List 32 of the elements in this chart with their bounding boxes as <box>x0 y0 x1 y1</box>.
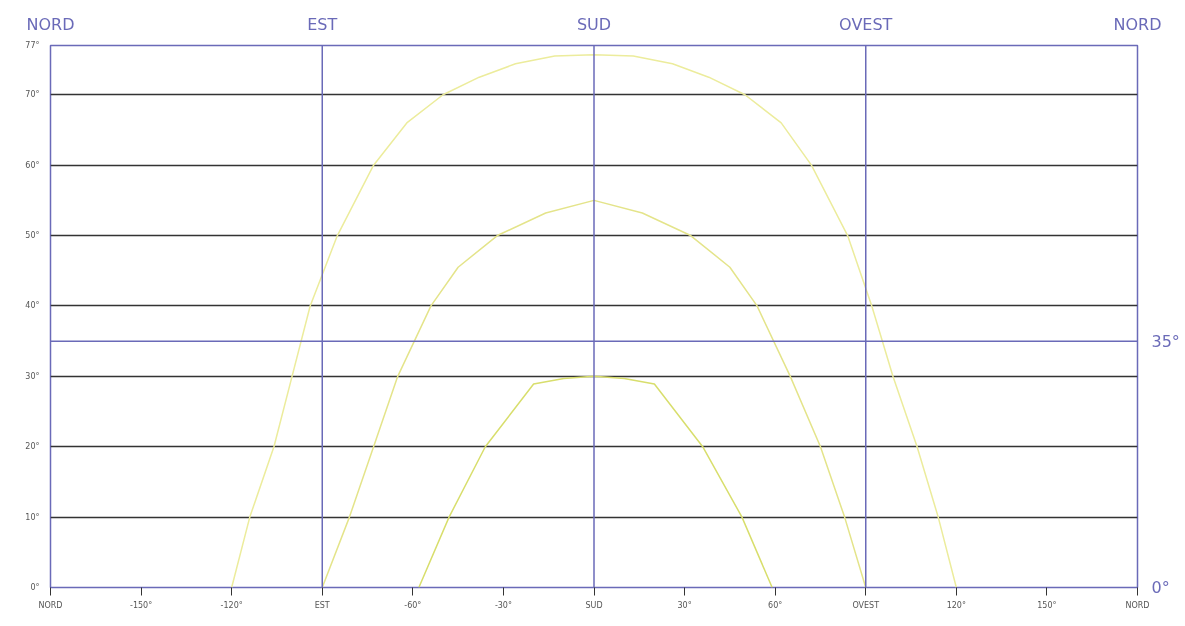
x-tick-label: -120° <box>220 600 243 610</box>
x-tick-label: -150° <box>130 600 153 610</box>
x-tick-label: -30° <box>494 600 512 610</box>
y-tick-label: 0° <box>30 583 40 592</box>
x-tick-label: 30° <box>677 600 692 610</box>
x-tick-label: 120° <box>946 600 966 610</box>
line-series <box>418 375 773 588</box>
text: NORD <box>1113 14 1162 34</box>
ref-line-label: EST <box>307 14 338 34</box>
ref-line-label: SUD <box>576 14 612 34</box>
x-tick-label: 150° <box>1037 600 1057 610</box>
text: NORD <box>26 14 75 34</box>
x-tick-label: 60° <box>768 600 783 610</box>
line-series <box>321 199 867 588</box>
y-tick-label: 60° <box>25 160 40 170</box>
x-tick-label: SUD <box>585 600 603 610</box>
y-tick-label: 77° <box>25 41 40 50</box>
y-tick-label: 20° <box>25 442 40 452</box>
y-tick-label: 40° <box>25 301 40 311</box>
y-tick-label: 50° <box>25 231 40 241</box>
x-tick-label: EST <box>314 600 330 610</box>
text: 0° <box>1151 578 1170 597</box>
x-tick-label: OVEST <box>852 600 880 610</box>
line-series <box>230 53 958 588</box>
y-tick-label: 30° <box>25 371 40 381</box>
ref-line-label: OVEST <box>839 14 893 34</box>
y-tick-label: 10° <box>25 512 40 522</box>
y-tick-label: 70° <box>25 90 40 100</box>
x-tick-label: NORD <box>38 600 63 610</box>
ref-line-label: 35° <box>1151 331 1180 351</box>
x-tick-label: NORD <box>1125 600 1150 610</box>
x-tick-label: -60° <box>404 600 422 610</box>
